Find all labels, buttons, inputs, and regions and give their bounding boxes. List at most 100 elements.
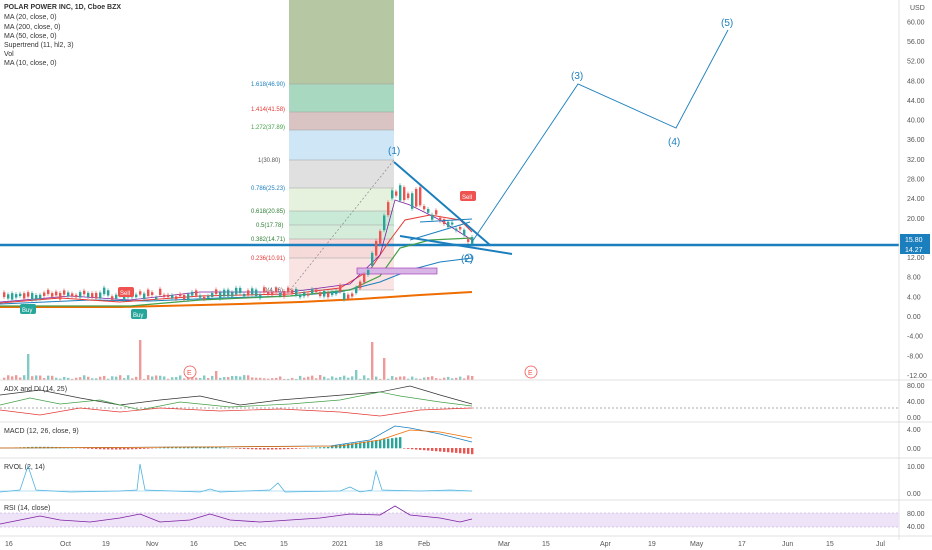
volume-bar (363, 375, 366, 380)
rvol-line (0, 463, 473, 493)
candle (171, 295, 174, 299)
volume-bar (27, 354, 30, 380)
indicator-label-4[interactable]: Vol (4, 51, 14, 58)
candle (263, 287, 266, 293)
volume-bar (411, 376, 414, 380)
candle (203, 296, 206, 300)
fib-zone-1414 (289, 84, 394, 112)
macd-bar (235, 448, 238, 449)
macd-bar (171, 447, 174, 449)
candle (323, 290, 326, 297)
adx-label[interactable]: ADX and DI (14, 25) (4, 386, 67, 393)
triangle-lower-line (399, 235, 513, 255)
macd-histogram (3, 437, 474, 455)
volume-bar (87, 376, 90, 380)
rsi-tick-0: 80.00 (907, 511, 925, 518)
macd-bar (123, 448, 126, 450)
price-tick: 24.00 (907, 196, 925, 203)
volume-bar (331, 376, 334, 380)
macd-bar (295, 448, 298, 449)
macd-bar (251, 448, 254, 450)
macd-bar (119, 448, 122, 450)
volume-bar (427, 377, 430, 380)
triangle-top-line (419, 218, 473, 223)
candle (43, 292, 46, 296)
candle (363, 274, 366, 283)
earnings-marker-2[interactable] (524, 365, 538, 379)
earnings-marker-1[interactable] (183, 365, 197, 379)
candle (111, 296, 114, 300)
indicator-label-3[interactable]: Supertrend (11, hl2, 3) (4, 42, 74, 49)
fib-label-1: 1(30.80) (258, 158, 280, 164)
volume-bar (319, 375, 322, 380)
candles (3, 183, 474, 302)
price-tick: 0.00 (907, 314, 921, 321)
volume-bar (227, 377, 230, 380)
macd-bar (311, 447, 314, 449)
level-price-label: 14.27 (905, 247, 923, 254)
adx-tick-0: 80.00 (907, 383, 925, 390)
candle (247, 290, 250, 296)
sell-signal-label-early: Sell (120, 291, 130, 297)
candle (187, 294, 190, 300)
time-axis[interactable]: 16 Oct 19 Nov 16 Dec 15 2021 18 Feb Mar 15 Apr 19 May 1… (5, 541, 885, 548)
macd-pane: MACD (12, 26, close, 9) 4.00 0.00 (0, 425, 921, 455)
macd-bar (275, 448, 278, 450)
macd-bar (379, 439, 382, 449)
time-tick: 15 (826, 541, 834, 548)
candle (7, 294, 10, 299)
volume-bar (43, 378, 46, 380)
volume-bar (367, 378, 370, 380)
rvol-label[interactable]: RVOL (2, 14) (4, 464, 45, 471)
volume-bar (391, 376, 394, 380)
volume-bar (91, 378, 94, 380)
macd-bar (443, 448, 446, 452)
volume-bar (291, 377, 294, 380)
triangle-mid-line (409, 221, 471, 241)
candle (35, 295, 38, 300)
volume-bar (67, 377, 70, 380)
macd-bar (355, 442, 358, 449)
volume-bar (187, 376, 190, 380)
candle (79, 292, 82, 298)
rvol-pane: RVOL (2, 14) 10.00 0.00 (0, 463, 925, 498)
triangle-upper-line (393, 161, 491, 246)
volume-bar (311, 375, 314, 380)
price-axis[interactable]: USD 60.00 56.00 52.00 48.00 44.00 40.00 36.00 3… (898, 0, 930, 540)
fib-label-0382: 0.382(14.71) (251, 237, 285, 243)
volume-bar (103, 375, 106, 380)
candle (91, 293, 94, 298)
candle (163, 294, 166, 298)
macd-tick-0: 4.00 (907, 427, 921, 434)
indicator-label-2[interactable]: MA (50, close, 0) (4, 33, 57, 40)
candle (375, 240, 378, 256)
volume-bar (467, 375, 470, 380)
volume-bar (211, 375, 214, 380)
candle (367, 270, 370, 275)
price-tick: 4.00 (907, 294, 921, 301)
volume-bar (463, 378, 466, 380)
indicator-label-0[interactable]: MA (20, close, 0) (4, 14, 57, 21)
macd-bar (327, 447, 330, 449)
volume-bar (347, 377, 350, 380)
volume-bar (183, 378, 186, 380)
sell-signal-badge[interactable] (460, 191, 476, 201)
fib-label-1272: 1.272(37.89) (251, 125, 285, 131)
macd-label[interactable]: MACD (12, 26, close, 9) (4, 428, 79, 435)
buy-signal-badge[interactable] (131, 309, 147, 319)
candle (435, 210, 438, 215)
volume-bar (287, 378, 290, 380)
macd-bar (439, 448, 442, 452)
sell-signal-badge-early[interactable] (118, 287, 134, 297)
time-tick: Apr (600, 541, 612, 548)
macd-bar (223, 447, 226, 449)
rsi-tick-1: 40.00 (907, 524, 925, 531)
candle (239, 287, 242, 294)
buy-signal-badge-left[interactable] (20, 304, 36, 314)
fib-zone-0618 (289, 188, 394, 211)
indicator-label-5[interactable]: MA (10, close, 0) (4, 60, 57, 67)
indicator-label-1[interactable]: MA (200, close, 0) (4, 24, 60, 31)
candle (211, 293, 214, 297)
rsi-label[interactable]: RSI (14, close) (4, 505, 50, 512)
candle (319, 292, 322, 297)
